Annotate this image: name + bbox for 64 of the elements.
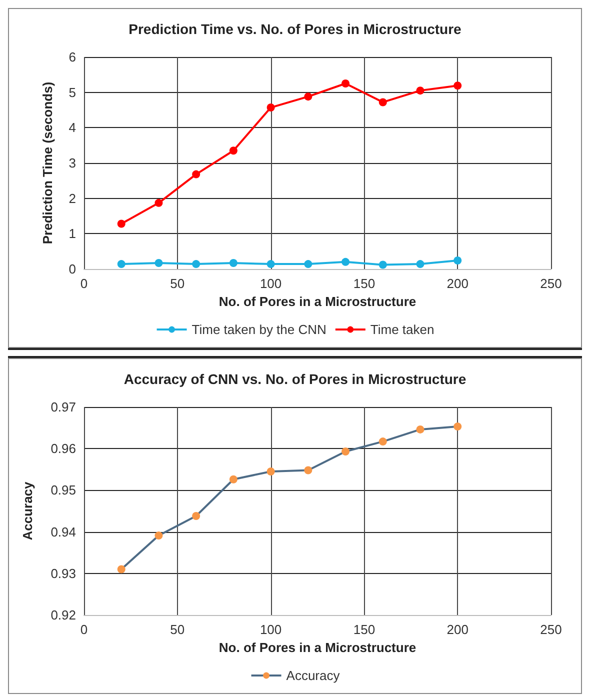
point [229, 258, 238, 267]
x-tick-label: 250 [540, 276, 562, 291]
y-tick-label: 5 [68, 84, 76, 100]
x-tick-label: 50 [170, 276, 185, 291]
point [117, 220, 126, 228]
y-tick-label: 6 [68, 50, 76, 64]
point [416, 260, 424, 268]
x-tick-label: 100 [260, 276, 282, 291]
point [192, 260, 200, 268]
point [304, 466, 312, 474]
y-tick-label: 2 [68, 190, 76, 206]
y-tick-label: 1 [68, 226, 76, 242]
y-axis-title: Prediction Time (seconds) [40, 82, 55, 244]
point [378, 98, 387, 106]
x-tick-label: 100 [260, 622, 282, 637]
point [266, 104, 275, 112]
point [304, 260, 312, 268]
x-tick-label: 0 [80, 276, 88, 291]
point [342, 258, 350, 266]
y-tick-label: 0.95 [50, 482, 76, 498]
x-tick-label: 50 [170, 622, 185, 637]
point [454, 256, 462, 265]
chart-title: Accuracy of CNN vs. No. of Pores in Microstructure [124, 371, 466, 387]
point [192, 512, 200, 520]
y-tick-label: 3 [68, 156, 76, 170]
legend-label: Time taken by the CNN [192, 322, 326, 337]
y-tick-label: 4 [68, 120, 76, 136]
legend-label: Time taken [370, 322, 434, 337]
x-tick-label: 200 [446, 276, 468, 291]
x-tick-label: 150 [353, 276, 376, 291]
legend-label: Accuracy [286, 668, 340, 683]
y-tick-label: 0 [68, 262, 76, 276]
point [154, 258, 163, 267]
point [229, 146, 238, 155]
chart-title: Prediction Time vs. No. of Pores in Microstructure [128, 21, 462, 37]
x-tick-label: 0 [80, 622, 88, 637]
x-tick-label: 150 [353, 622, 376, 637]
point [378, 260, 387, 269]
point [342, 448, 350, 456]
point [342, 80, 350, 88]
x-tick-label: 200 [446, 622, 468, 637]
y-tick-label: 0.97 [50, 400, 76, 414]
x-axis-title: No. of Pores in a Microstructure [218, 640, 416, 655]
x-tick-label: 250 [540, 622, 562, 637]
point [229, 475, 238, 484]
point [266, 260, 275, 268]
point [378, 438, 387, 446]
point [154, 198, 163, 207]
y-tick-label: 0.92 [50, 608, 76, 622]
y-axis-title: Accuracy [20, 480, 35, 540]
point [454, 82, 462, 90]
point [192, 170, 200, 178]
point [416, 86, 424, 95]
point [117, 565, 126, 574]
y-tick-label: 0.94 [50, 524, 76, 540]
point [304, 92, 312, 101]
point [416, 425, 424, 434]
point [117, 260, 126, 268]
y-tick-label: 0.93 [50, 566, 76, 581]
point [266, 467, 275, 476]
point [454, 422, 462, 431]
point [154, 532, 163, 540]
x-axis-title: No. of Pores in a Microstructure [218, 294, 416, 309]
y-tick-label: 0.96 [50, 441, 76, 456]
